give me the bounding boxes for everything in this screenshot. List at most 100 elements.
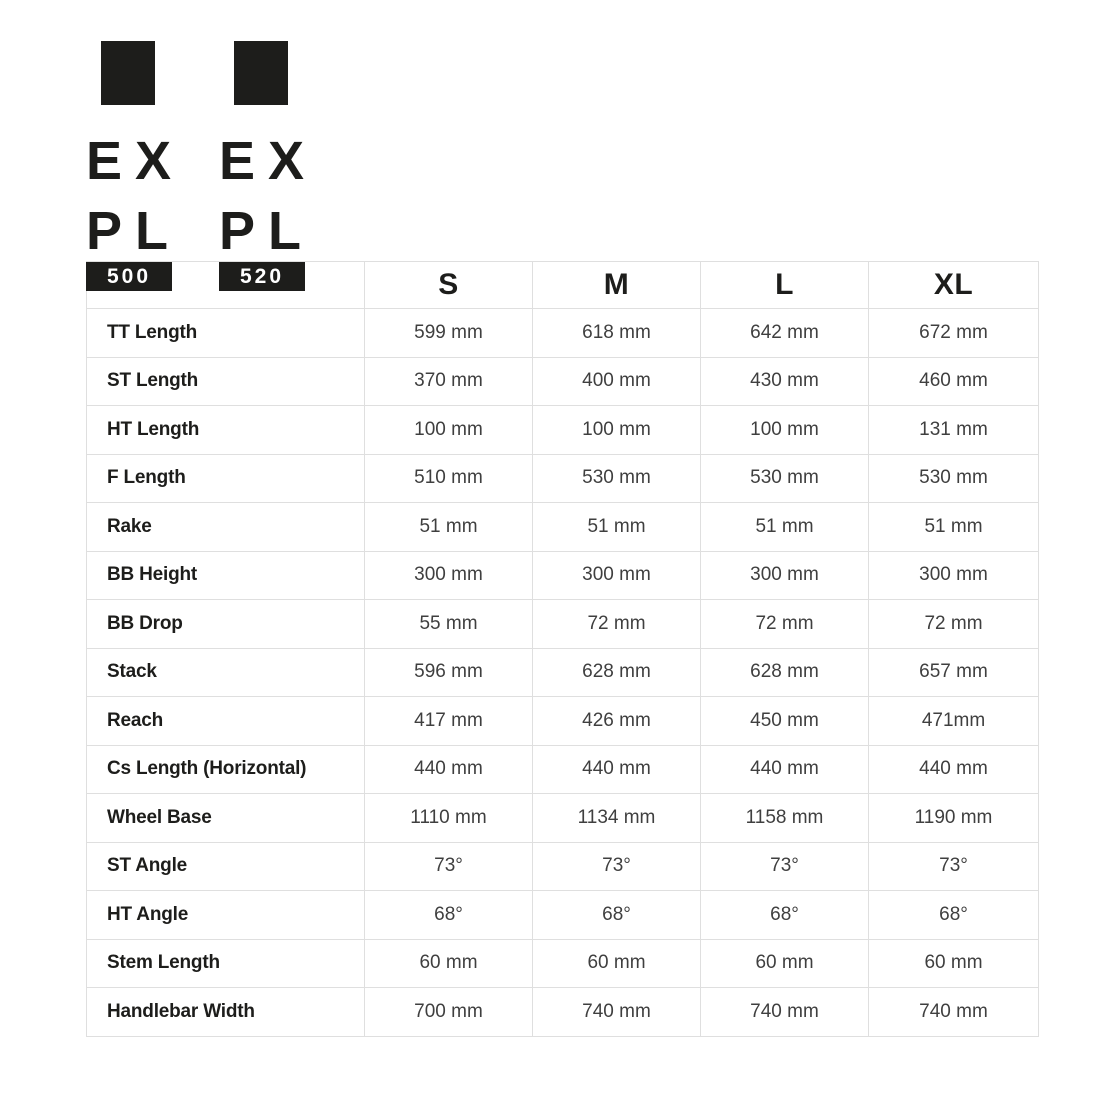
cell-value: 300 mm — [532, 550, 701, 600]
cell-value: 530 mm — [532, 453, 701, 503]
cell-value: 440 mm — [364, 744, 533, 794]
cell-value: 100 mm — [700, 405, 869, 455]
cell-value: 618 mm — [532, 308, 701, 358]
wordmark-line-2: PL — [86, 201, 182, 261]
table-row: F Length 510 mm 530 mm 530 mm 530 mm — [86, 453, 1039, 503]
cell-value: 1190 mm — [868, 793, 1039, 843]
cell-value: 100 mm — [532, 405, 701, 455]
table-row: BB Height 300 mm 300 mm 300 mm 300 mm — [86, 550, 1039, 600]
row-label: Stem Length — [86, 938, 365, 988]
cell-value: 471mm — [868, 696, 1039, 746]
table-row: Cs Length (Horizontal) 440 mm 440 mm 440 mm… — [86, 744, 1039, 794]
cell-value: 60 mm — [532, 938, 701, 988]
cell-value: 55 mm — [364, 599, 533, 649]
row-label: BB Drop — [86, 599, 365, 649]
model-badge-500: 500 — [86, 262, 172, 291]
cell-value: 628 mm — [532, 647, 701, 697]
table-row: ST Length 370 mm 400 mm 430 mm 460 mm — [86, 356, 1039, 406]
cell-value: 73° — [700, 841, 869, 891]
size-column-header-s: S — [364, 261, 533, 309]
cell-value: 100 mm — [364, 405, 533, 455]
logo-wordmark: EX PL — [219, 126, 317, 266]
row-label: HT Angle — [86, 890, 365, 940]
row-label: Handlebar Width — [86, 987, 365, 1037]
wordmark-line-1: EX — [219, 131, 318, 191]
cell-value: 68° — [868, 890, 1039, 940]
cell-value: 300 mm — [700, 550, 869, 600]
cell-value: 450 mm — [700, 696, 869, 746]
cell-value: 68° — [364, 890, 533, 940]
row-label: HT Length — [86, 405, 365, 455]
table-body: TT Length 599 mm 618 mm 642 mm 672 mm ST Leng… — [86, 308, 1039, 1037]
size-column-header-xl: XL — [868, 261, 1039, 309]
cell-value: 73° — [532, 841, 701, 891]
cell-value: 73° — [364, 841, 533, 891]
brand-square-icon — [101, 41, 155, 105]
row-label: F Length — [86, 453, 365, 503]
cell-value: 68° — [700, 890, 869, 940]
table-row: Reach 417 mm 426 mm 450 mm 471mm — [86, 696, 1039, 746]
cell-value: 426 mm — [532, 696, 701, 746]
cell-value: 73° — [868, 841, 1039, 891]
table-row: Handlebar Width 700 mm 740 mm 740 mm 740 mm — [86, 987, 1039, 1037]
cell-value: 1110 mm — [364, 793, 533, 843]
row-label: Stack — [86, 647, 365, 697]
cell-value: 596 mm — [364, 647, 533, 697]
cell-value: 400 mm — [532, 356, 701, 406]
model-badge-520: 520 — [219, 262, 305, 291]
row-label: Rake — [86, 502, 365, 552]
cell-value: 60 mm — [700, 938, 869, 988]
cell-value: 1158 mm — [700, 793, 869, 843]
size-column-header-l: L — [700, 261, 869, 309]
cell-value: 68° — [532, 890, 701, 940]
geometry-table: S M L XL TT Length 599 mm 618 mm 642 mm 672 mm S… — [86, 261, 1039, 1037]
cell-value: 72 mm — [700, 599, 869, 649]
cell-value: 51 mm — [700, 502, 869, 552]
cell-value: 599 mm — [364, 308, 533, 358]
cell-value: 370 mm — [364, 356, 533, 406]
table-row: ST Angle 73° 73° 73° 73° — [86, 841, 1039, 891]
cell-value: 657 mm — [868, 647, 1039, 697]
row-label: Reach — [86, 696, 365, 746]
cell-value: 417 mm — [364, 696, 533, 746]
row-label: ST Angle — [86, 841, 365, 891]
table-row: HT Length 100 mm 100 mm 100 mm 131 mm — [86, 405, 1039, 455]
cell-value: 440 mm — [700, 744, 869, 794]
row-label: BB Height — [86, 550, 365, 600]
table-row: Stack 596 mm 628 mm 628 mm 657 mm — [86, 647, 1039, 697]
wordmark-line-2: PL — [219, 201, 315, 261]
cell-value: 430 mm — [700, 356, 869, 406]
brand-square-icon — [234, 41, 288, 105]
cell-value: 51 mm — [532, 502, 701, 552]
cell-value: 1134 mm — [532, 793, 701, 843]
cell-value: 672 mm — [868, 308, 1039, 358]
cell-value: 60 mm — [868, 938, 1039, 988]
table-row: Rake 51 mm 51 mm 51 mm 51 mm — [86, 502, 1039, 552]
table-row: TT Length 599 mm 618 mm 642 mm 672 mm — [86, 308, 1039, 358]
table-row: HT Angle 68° 68° 68° 68° — [86, 890, 1039, 940]
cell-value: 300 mm — [364, 550, 533, 600]
row-label: TT Length — [86, 308, 365, 358]
cell-value: 460 mm — [868, 356, 1039, 406]
cell-value: 131 mm — [868, 405, 1039, 455]
cell-value: 300 mm — [868, 550, 1039, 600]
cell-value: 700 mm — [364, 987, 533, 1037]
table-row: Wheel Base 1110 mm 1134 mm 1158 mm 1190 mm — [86, 793, 1039, 843]
row-label: Cs Length (Horizontal) — [86, 744, 365, 794]
cell-value: 740 mm — [532, 987, 701, 1037]
cell-value: 51 mm — [868, 502, 1039, 552]
cell-value: 740 mm — [868, 987, 1039, 1037]
table-row: BB Drop 55 mm 72 mm 72 mm 72 mm — [86, 599, 1039, 649]
cell-value: 642 mm — [700, 308, 869, 358]
cell-value: 530 mm — [868, 453, 1039, 503]
wordmark-line-1: EX — [86, 131, 185, 191]
size-column-header-m: M — [532, 261, 701, 309]
row-label: Wheel Base — [86, 793, 365, 843]
cell-value: 72 mm — [868, 599, 1039, 649]
cell-value: 510 mm — [364, 453, 533, 503]
cell-value: 51 mm — [364, 502, 533, 552]
table-row: Stem Length 60 mm 60 mm 60 mm 60 mm — [86, 938, 1039, 988]
row-label: ST Length — [86, 356, 365, 406]
cell-value: 440 mm — [532, 744, 701, 794]
